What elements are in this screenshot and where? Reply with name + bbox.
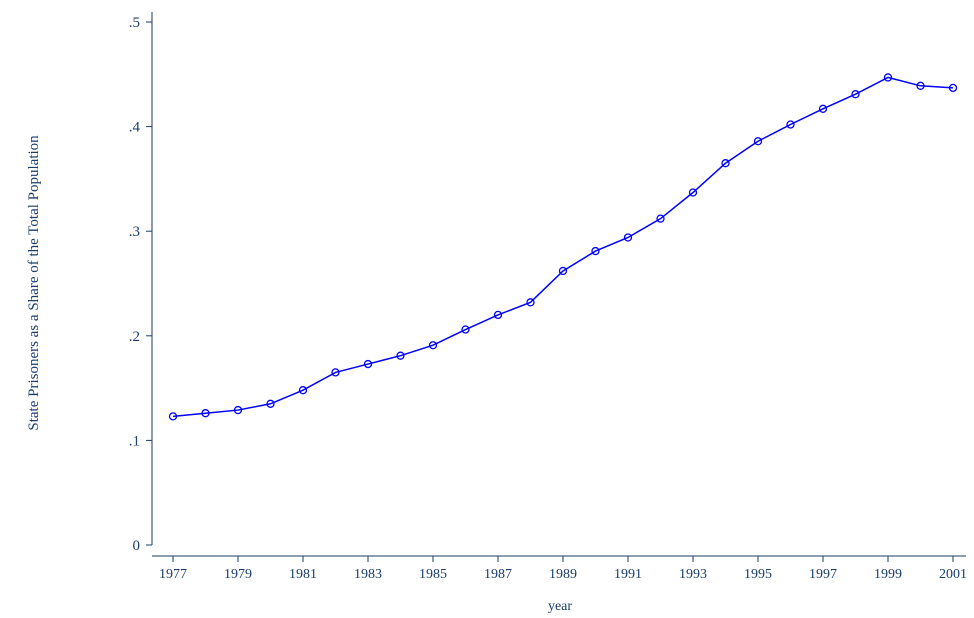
point (233, 405, 243, 415)
x-tick-label: 1979 (224, 567, 252, 582)
x-tick-label: 1989 (549, 567, 577, 582)
x-tick-label: 1981 (289, 567, 317, 582)
y-tick-label: .3 (129, 224, 140, 240)
x-tick-label: 2001 (939, 567, 967, 582)
point (526, 298, 535, 307)
point (883, 73, 893, 82)
point (298, 386, 308, 395)
y-tick-label: .4 (129, 120, 141, 136)
point (721, 159, 730, 168)
point (656, 214, 665, 223)
point (331, 368, 340, 377)
x-tick-label: 1999 (874, 567, 902, 582)
point (591, 246, 600, 256)
point (688, 188, 698, 197)
x-tick-label: 1987 (484, 567, 512, 582)
point (753, 137, 763, 146)
x-tick-label: 1977 (159, 567, 187, 582)
point (818, 104, 828, 113)
point (916, 81, 925, 90)
y-tick-label: 0 (133, 538, 141, 554)
point (461, 325, 470, 334)
point (493, 310, 503, 320)
y-tick-label: .2 (129, 329, 140, 345)
point (266, 399, 275, 408)
x-tick-label: 1985 (419, 567, 447, 582)
x-tick-label: 1997 (809, 567, 837, 582)
point (948, 83, 958, 93)
x-tick-label: 1991 (614, 567, 642, 582)
x-tick-label: 1983 (354, 567, 382, 582)
point (786, 120, 795, 129)
point (623, 233, 633, 242)
y-tick-label: .5 (129, 15, 140, 31)
x-tick-label: 1995 (744, 567, 772, 582)
x-tick-label: 1993 (679, 567, 707, 582)
y-axis-title: State Prisoners as a Share of the Total … (26, 135, 42, 431)
point (363, 359, 373, 369)
point (168, 412, 178, 421)
point (851, 90, 860, 99)
point (201, 409, 210, 418)
x-axis-title: year (548, 599, 572, 614)
point (558, 266, 568, 276)
line (172, 76, 954, 418)
point (428, 341, 438, 350)
y-tick-label: .1 (129, 433, 140, 449)
point (396, 351, 405, 360)
